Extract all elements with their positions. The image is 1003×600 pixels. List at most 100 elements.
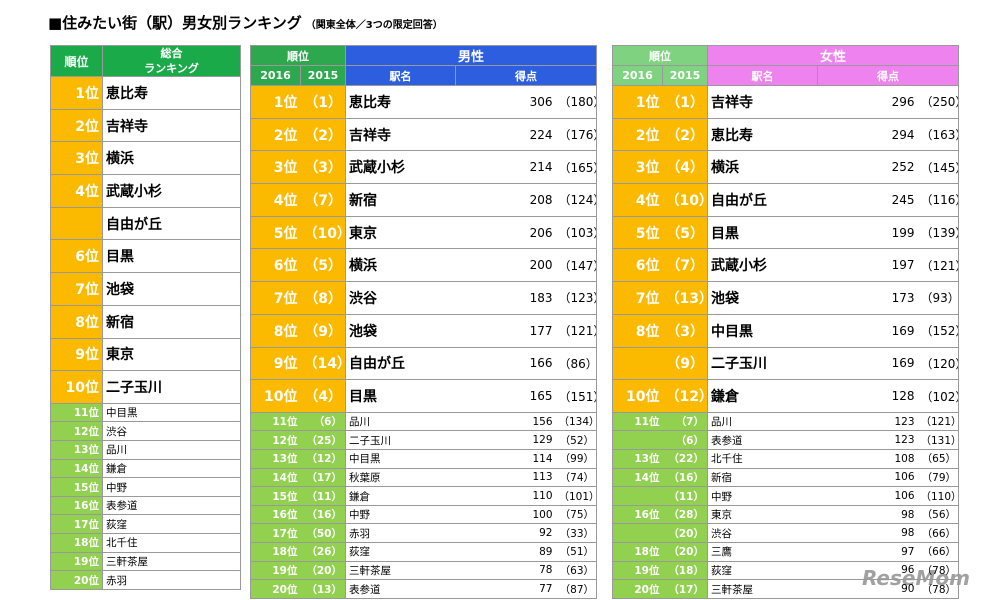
score-2015: （176）: [555, 117, 598, 152]
header-year: 2015: [662, 65, 708, 86]
header-score: 得点: [816, 65, 960, 86]
score-2016: 252: [817, 150, 918, 185]
rank-2016: 2位: [612, 117, 663, 152]
station: 鎌倉: [102, 458, 241, 479]
score-2015: （74）: [555, 467, 598, 488]
ranking-row: 20位 （13） 表参道 77 （87）: [250, 579, 598, 599]
score-2016: 123: [817, 411, 918, 432]
rank-2016: 17位: [250, 523, 301, 544]
rank: 16位: [50, 495, 103, 516]
rank-2016: 12位: [250, 430, 301, 451]
rank-2016: 5位: [250, 215, 301, 250]
score-2016: 110: [455, 486, 556, 506]
station: 中野: [345, 504, 456, 525]
ranking-row: 8位 新宿: [50, 304, 241, 339]
station: 吉祥寺: [707, 85, 818, 119]
station: 三軒茶屋: [707, 579, 818, 599]
station: 中目黒: [102, 402, 241, 423]
score-2016: 296: [817, 85, 918, 119]
score-2016: 123: [817, 430, 918, 451]
header-group: 男性: [344, 45, 598, 66]
score-2016: 306: [455, 85, 556, 119]
rank-2016: 11位: [612, 411, 663, 432]
score-2015: （120）: [917, 346, 960, 381]
ranking-row: 17位 荻窪: [50, 514, 241, 535]
header-station: 駅名: [345, 65, 456, 86]
station: 北千住: [102, 533, 241, 553]
station: 荻窪: [345, 542, 456, 562]
rank-2015: （12）: [300, 449, 346, 469]
ranking-row: 12位 渋谷: [50, 421, 241, 442]
station: 中目黒: [345, 449, 456, 469]
ranking-row: 6位 目黒: [50, 239, 241, 274]
ranking-row: 18位 （26） 荻窪 89 （51）: [250, 542, 598, 562]
rank: 7位: [50, 272, 103, 306]
rank-2015: （9）: [300, 313, 346, 348]
score-2016: 197: [817, 248, 918, 283]
rank-2016: 14位: [250, 467, 301, 488]
ranking-row: 2位 吉祥寺: [50, 108, 241, 143]
station: 中野: [707, 486, 818, 506]
score-2015: （116）: [917, 183, 960, 217]
rank-2016: 20位: [612, 579, 663, 599]
ranking-row: 13位 （12） 中目黒 114 （99）: [250, 449, 598, 469]
header-year: 2016: [612, 65, 663, 86]
rank: 17位: [50, 514, 103, 535]
score-2016: 100: [455, 504, 556, 525]
rank-2016: 19位: [612, 560, 663, 581]
ranking-row: （6） 表参道 123 （131）: [612, 430, 960, 451]
station: 渋谷: [345, 281, 456, 315]
ranking-row: 12位 （25） 二子玉川 129 （52）: [250, 430, 598, 451]
ranking-row: 18位 （20） 三鷹 97 （66）: [612, 542, 960, 562]
station: 二子玉川: [345, 430, 456, 451]
header-year: 2016: [250, 65, 301, 86]
rank-2015: （17）: [300, 467, 346, 488]
score-2016: 98: [817, 523, 918, 544]
station: 東京: [102, 337, 241, 372]
score-2016: 156: [455, 411, 556, 432]
score-2015: （79）: [917, 467, 960, 488]
station: 池袋: [102, 272, 241, 306]
station: 三軒茶屋: [345, 560, 456, 581]
station: 二子玉川: [707, 346, 818, 381]
title: ■住みたい街（駅）男女別ランキング: [48, 14, 302, 32]
station: 新宿: [707, 467, 818, 488]
rank-2015: （26）: [300, 542, 346, 562]
rank: 9位: [50, 337, 103, 372]
score-2016: 77: [455, 579, 556, 599]
rank-2015: （10）: [300, 215, 346, 250]
header-rank: 順位: [612, 45, 708, 66]
ranking-row: 3位 横浜: [50, 141, 241, 176]
header-row: 順位 女性: [612, 45, 960, 66]
station: 恵比寿: [707, 117, 818, 152]
station: 表参道: [345, 579, 456, 599]
rank-2016: 1位: [250, 85, 301, 119]
score-2015: （99）: [555, 449, 598, 469]
ranking-row: 18位 北千住: [50, 533, 241, 553]
score-2016: 106: [817, 467, 918, 488]
rank-2016: 15位: [250, 486, 301, 506]
rank-2016: 9位: [250, 346, 301, 381]
station: 池袋: [707, 281, 818, 315]
ranking-row: 4位 武蔵小杉: [50, 174, 241, 208]
score-2016: 128: [817, 379, 918, 413]
ranking-row: 10位 二子玉川: [50, 370, 241, 404]
rank-2015: （22）: [662, 449, 708, 469]
rank: 2位: [50, 108, 103, 143]
rank-2015: （7）: [300, 183, 346, 217]
station: 武蔵小杉: [345, 150, 456, 185]
rank-2016: 3位: [612, 150, 663, 185]
score-2015: （51）: [555, 542, 598, 562]
rank-2015: （16）: [300, 504, 346, 525]
score-2015: （165）: [555, 150, 598, 185]
score-2015: （121）: [555, 313, 598, 348]
rank-2015: （12）: [662, 379, 708, 413]
rank-2015: （7）: [662, 248, 708, 283]
